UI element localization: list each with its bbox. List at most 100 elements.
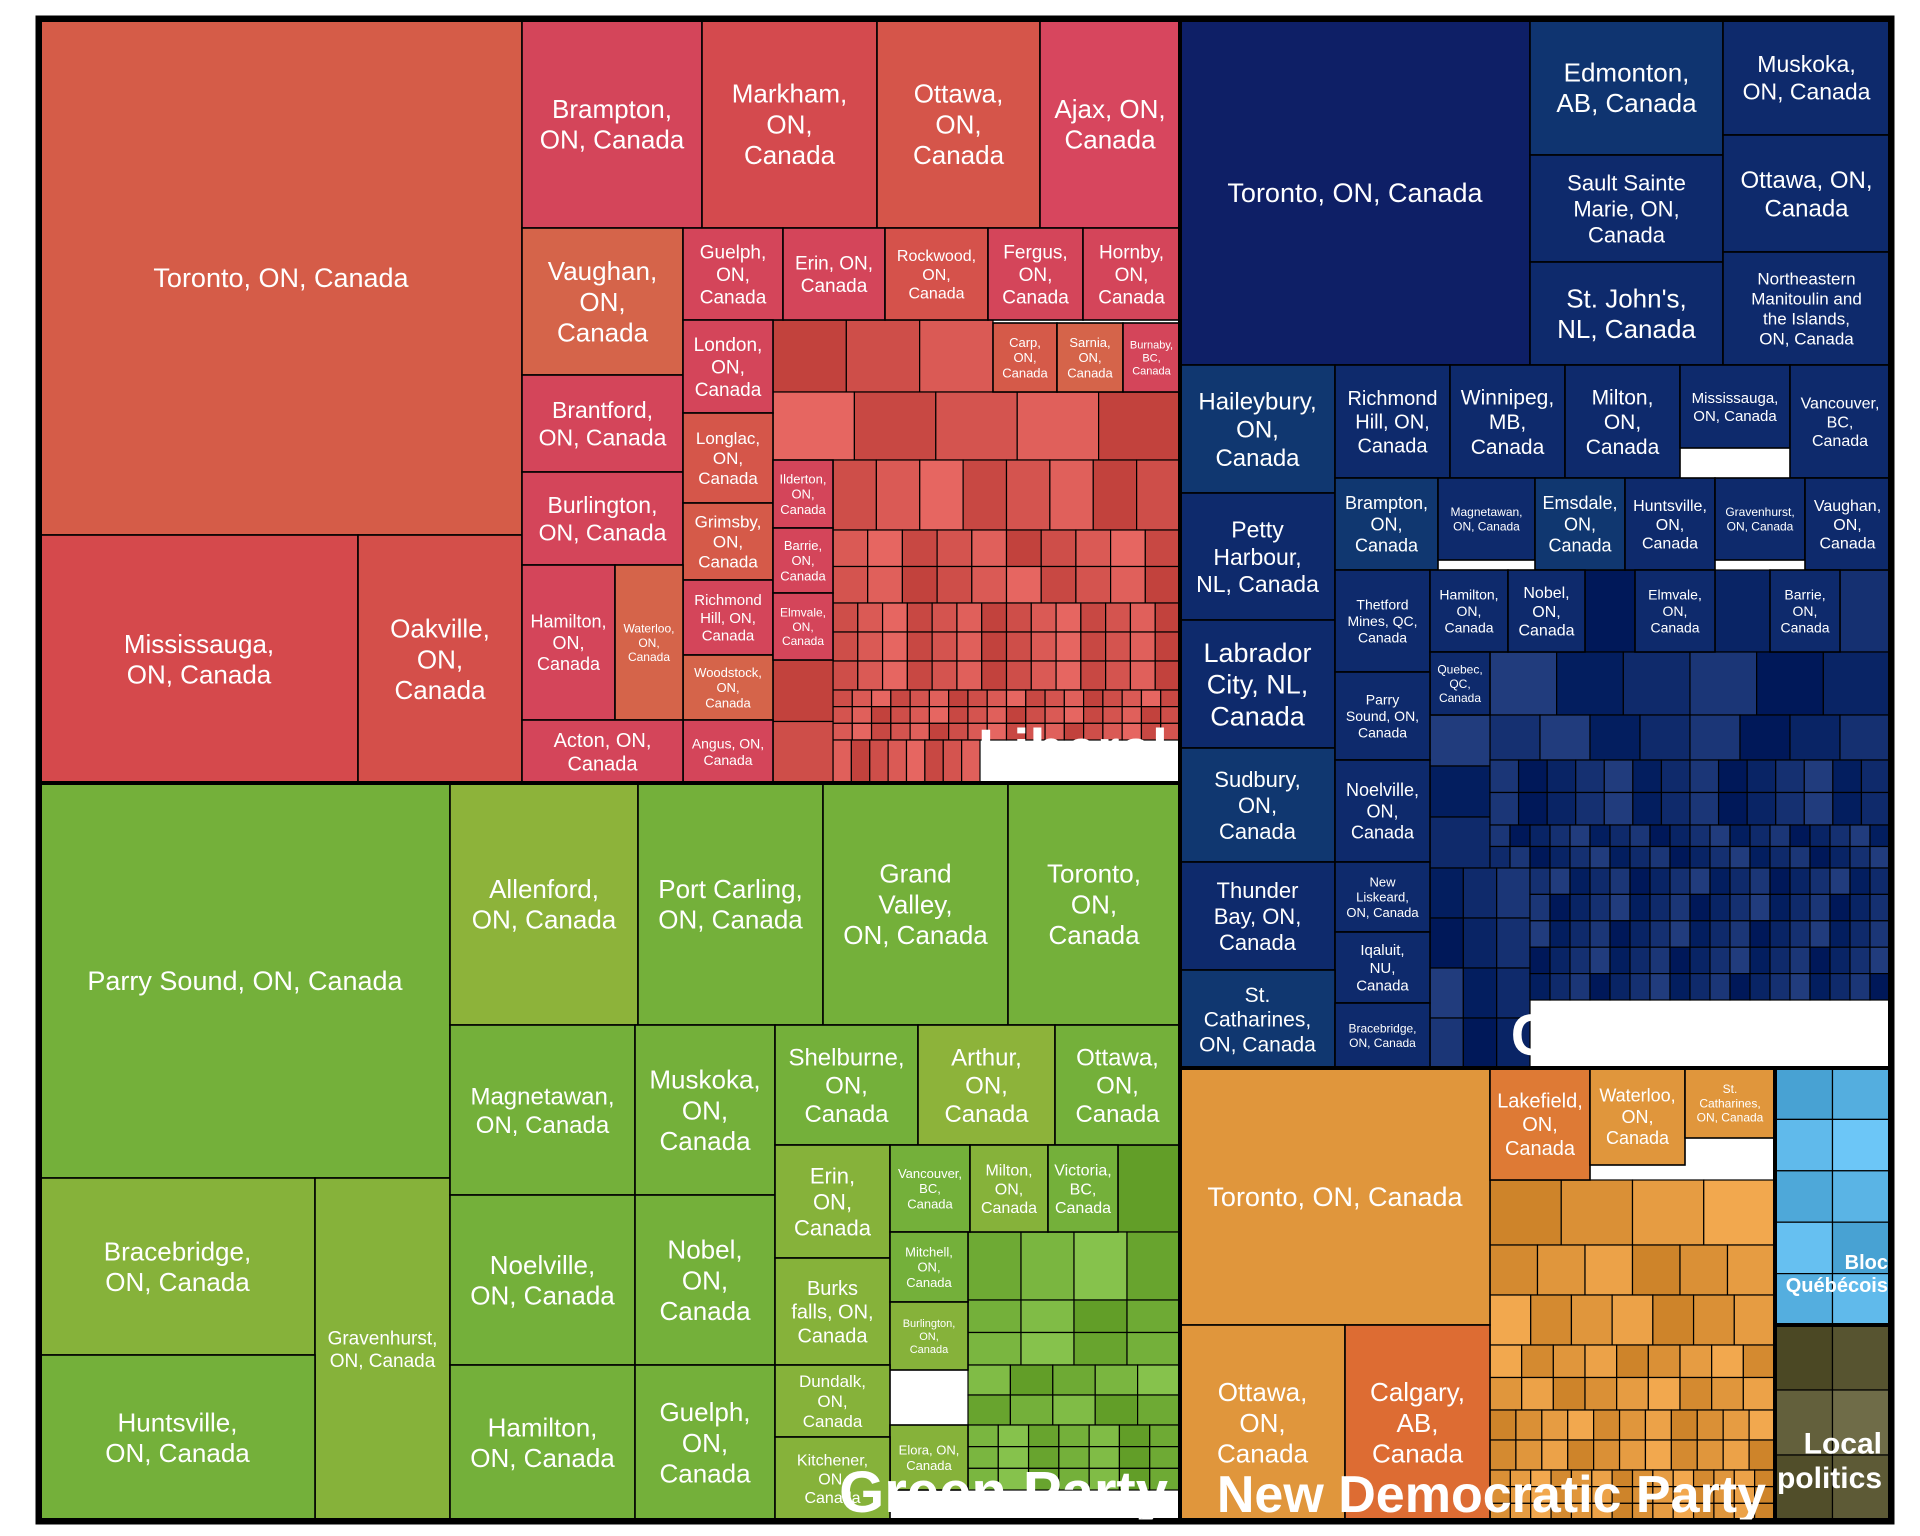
treemap-tile [1739, 714, 1791, 761]
cell-label: Guelph, ON, Canada [700, 242, 767, 308]
treemap-tile [772, 319, 847, 393]
cell-label: Ottawa, ON, Canada [913, 79, 1005, 170]
treemap-tile [1711, 1376, 1744, 1411]
cell-liberal-hamilton-on-canada: Hamilton, ON, Canada [521, 564, 616, 721]
treemap-tile [1709, 845, 1731, 869]
treemap-tile [1092, 459, 1138, 531]
treemap-tile [1729, 845, 1751, 869]
cell-new-democratic-party-lakefield-on-canada: Lakefield, ON, Canada [1489, 1067, 1591, 1181]
treemap-tile [1589, 867, 1611, 895]
cell-liberal-carp-on-canada: Carp, ON, Canada [992, 322, 1058, 393]
treemap-tile [832, 459, 877, 531]
treemap-tile [1521, 1376, 1554, 1411]
cell-rect [1769, 569, 1841, 653]
cell-label: Burlington, ON, Canada [539, 492, 667, 545]
cell-rect [772, 527, 834, 594]
treemap-tile [1044, 689, 1065, 708]
treemap-tile [1030, 660, 1057, 691]
treemap-tile [1105, 602, 1132, 633]
treemap-tile [1129, 631, 1156, 662]
cell-conservative-thetford-mines-qc-canada: Thetford Mines, QC, Canada [1334, 569, 1431, 673]
cell-label: Huntsville, ON, Canada [105, 1408, 250, 1469]
cell-rect [1334, 861, 1431, 933]
treemap-tile [935, 391, 1018, 461]
treemap-tile [1567, 1409, 1595, 1441]
group-title-green-party: Green Party [839, 1460, 1168, 1525]
cell-liberal-brampton-on-canada: Brampton, ON, Canada [521, 19, 703, 229]
cell-rect [1047, 1144, 1119, 1233]
cell-label: Bracebridge, ON, Canada [1348, 1022, 1416, 1050]
cell-rect [772, 459, 834, 529]
treemap-tile [1669, 946, 1691, 975]
treemap-tile [948, 689, 969, 708]
treemap-tile [1649, 920, 1671, 948]
treemap-tile [1489, 1376, 1523, 1411]
cell-rect [701, 19, 878, 229]
treemap-tile [1689, 972, 1711, 1001]
cell-label: Hornby, ON, Canada [1098, 242, 1165, 308]
cell-label: Dundalk, ON, Canada [799, 1372, 866, 1431]
treemap-tile [1549, 920, 1571, 948]
treemap-tile [1729, 946, 1751, 975]
cell-liberal-sarnia-on-canada: Sarnia, ON, Canada [1056, 322, 1124, 393]
treemap-tile [1136, 1394, 1181, 1426]
cell-label: Quebec, QC, Canada [1437, 663, 1482, 705]
treemap-tile [1509, 824, 1531, 848]
cell-liberal-richmond-hill-on-canada: Richmond Hill, ON, Canada [682, 579, 774, 656]
treemap-tile [1649, 867, 1671, 895]
treemap-tile [1660, 759, 1691, 794]
treemap-tile [1073, 1299, 1128, 1334]
cell-liberal-ottawa-on-canada: Ottawa, ON, Canada [876, 19, 1041, 229]
cell-conservative-ottawa-on-canada: Ottawa, ON, Canada [1722, 134, 1891, 253]
cell-green-party-ottawa-on-canada: Ottawa, ON, Canada [1054, 1024, 1181, 1146]
treemap-tile [1040, 565, 1077, 604]
treemap-tile [981, 602, 1008, 633]
cell-rect [1624, 477, 1716, 571]
treemap-tile [1809, 946, 1831, 975]
cell-label: Bracebridge, ON, Canada [104, 1237, 251, 1298]
treemap-tile [867, 565, 904, 604]
treemap-tile [1589, 893, 1611, 922]
cell-conservative-brampton-on-canada: Brampton, ON, Canada [1334, 477, 1439, 571]
treemap-tile [1489, 791, 1520, 826]
treemap-tile [1589, 845, 1611, 869]
cell-rect [634, 1024, 776, 1196]
treemap-tile [1774, 1324, 1834, 1391]
treemap-tile [1649, 972, 1671, 1001]
cell-rect [1529, 261, 1724, 366]
cell-rect [1449, 364, 1566, 479]
cell-rect [1679, 364, 1791, 449]
treemap-tile [1729, 893, 1751, 922]
treemap-tile [1647, 1344, 1681, 1379]
treemap-tile [1789, 824, 1811, 848]
group-title-new-democratic-party: New Democratic Party [1217, 1466, 1766, 1524]
treemap-tile [890, 706, 911, 724]
treemap-tile [1703, 1179, 1776, 1246]
cell-label: Milton, ON, Canada [981, 1162, 1037, 1217]
treemap-tile [1709, 946, 1731, 975]
treemap-tile [1136, 1364, 1181, 1396]
treemap-tile [1117, 1144, 1181, 1233]
treemap-tile [1080, 631, 1107, 662]
treemap-tile [1489, 1344, 1523, 1379]
treemap-tile [1140, 689, 1162, 708]
cell-label: Toronto, ON, Canada [1227, 178, 1483, 208]
treemap-tile [1541, 1409, 1569, 1441]
treemap-tile [1769, 845, 1791, 869]
cell-liberal-oakville-on-canada: Oakville, ON, Canada [357, 534, 523, 784]
treemap-tile [1829, 972, 1851, 1001]
treemap-tile [1529, 893, 1551, 922]
cell-rect [1589, 1067, 1686, 1166]
group-new-democratic-party: Toronto, ON, Canada Lakefield, ON, Canada Wa… [1178, 1066, 1777, 1522]
treemap-tile [1515, 1409, 1543, 1441]
cell-conservative-magnetawan-on-canada: Magnetawan, ON, Canada [1437, 477, 1536, 561]
treemap-tile [857, 660, 884, 691]
cell-green-party-grand-valley-on-canada: Grand Valley, ON, Canada [822, 782, 1009, 1026]
treemap-tile [1489, 824, 1511, 848]
treemap-tile [1689, 920, 1711, 948]
treemap-tile [1429, 967, 1464, 1019]
treemap-tile [1005, 459, 1051, 531]
cell-label: Allenford, ON, Canada [472, 874, 617, 935]
cell-green-party-guelph-on-canada: Guelph, ON, Canada [634, 1364, 776, 1521]
cell-liberal-fergus-on-canada: Fergus, ON, Canada [987, 227, 1084, 321]
